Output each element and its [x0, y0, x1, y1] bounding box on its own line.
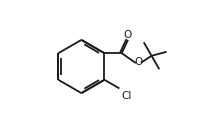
Text: O: O [135, 57, 143, 67]
Text: O: O [124, 30, 132, 40]
Text: Cl: Cl [122, 91, 132, 101]
